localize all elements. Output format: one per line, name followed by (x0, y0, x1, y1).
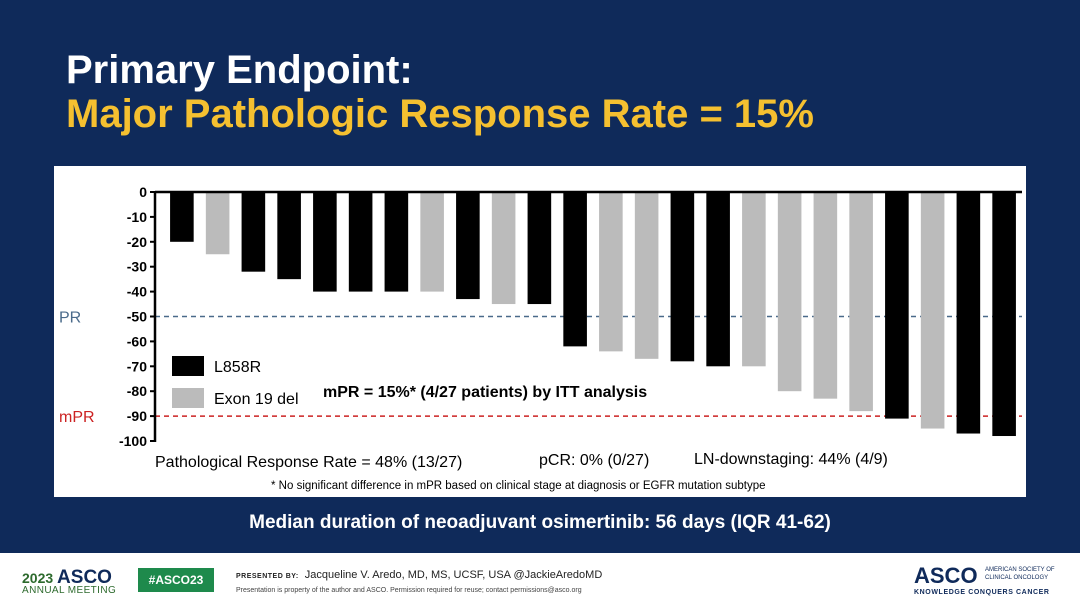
bar (992, 192, 1016, 437)
stat-ln-downstaging: LN-downstaging: 44% (4/9) (694, 451, 888, 468)
bar (313, 192, 337, 292)
bar (563, 192, 587, 347)
bar (491, 192, 516, 305)
bar (849, 192, 873, 412)
presenter: PRESENTED BY: Jacqueline V. Aredo, MD, MS… (236, 569, 603, 581)
y-tick-label: -20 (127, 234, 147, 250)
bar (599, 192, 623, 352)
y-tick-label: -10 (127, 209, 147, 225)
permission-note: Presentation is property of the author a… (236, 587, 582, 594)
bar (670, 192, 695, 362)
median-duration: Median duration of neoadjuvant osimertin… (249, 512, 831, 533)
y-tick-label: -60 (127, 333, 147, 349)
bar (348, 192, 373, 292)
asco-org-name: AMERICAN SOCIETY OF CLINICAL ONCOLOGY (985, 567, 1055, 581)
bar (920, 192, 945, 429)
bar (456, 192, 480, 300)
chart-panel: 0 -10 -20 -30 -40 -50 -60 -70 -80 -90 -100 PR mPR L… (54, 166, 1026, 497)
legend-label: L858R (214, 359, 261, 376)
bar (420, 192, 444, 292)
bar (241, 192, 266, 272)
legend-swatch (172, 356, 204, 376)
legend-swatch (172, 388, 204, 408)
y-tick-label: -70 (127, 358, 147, 374)
bar (277, 192, 301, 280)
y-tick-label: 0 (139, 184, 147, 200)
bar (813, 192, 838, 399)
footer: 2023 ASCO ANNUAL MEETING #ASCO23 PRESENT… (0, 553, 1080, 607)
y-tick-label: -30 (127, 259, 147, 275)
bar (527, 192, 552, 305)
stat-pcr: pCR: 0% (0/27) (539, 452, 649, 469)
stat-response-rate: Pathological Response Rate = 48% (13/27) (155, 454, 462, 471)
bar (777, 192, 802, 392)
slide-title: Primary Endpoint: (66, 48, 413, 92)
y-tick-label: -80 (127, 383, 147, 399)
bar (885, 192, 909, 419)
hashtag-badge: #ASCO23 (138, 568, 214, 592)
mpr-annotation: mPR = 15%* (4/27 patients) by ITT analys… (323, 384, 647, 401)
chart-footnote: * No significant difference in mPR based… (271, 480, 766, 492)
bar (742, 192, 766, 367)
meeting-logo: 2023 ASCO (22, 567, 112, 588)
asco-tagline: KNOWLEDGE CONQUERS CANCER (914, 589, 1050, 596)
legend-label: Exon 19 del (214, 391, 299, 408)
bar (634, 192, 659, 359)
bar (205, 192, 230, 255)
bar (170, 192, 194, 242)
slide-subtitle: Major Pathologic Response Rate = 15% (66, 92, 814, 136)
waterfall-chart: 0 -10 -20 -30 -40 -50 -60 -70 -80 -90 -100 PR mPR L… (59, 184, 1022, 492)
reference-label-mpr: mPR (59, 409, 95, 426)
bar (706, 192, 730, 367)
meeting-label: ANNUAL MEETING (22, 585, 117, 596)
y-tick-label: -100 (119, 433, 147, 449)
y-tick-label: -40 (127, 284, 147, 300)
reference-label-pr: PR (59, 310, 81, 327)
y-tick-label: -90 (127, 408, 147, 424)
bar (956, 192, 981, 434)
y-tick-label: -50 (127, 309, 147, 325)
asco-logo: ASCO (914, 563, 978, 588)
bar (384, 192, 409, 292)
